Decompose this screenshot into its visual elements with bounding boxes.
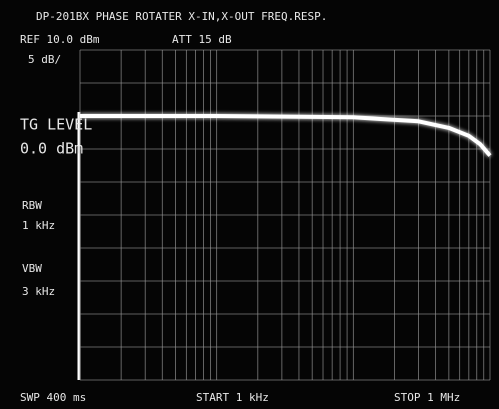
annotation: VBW xyxy=(22,262,42,275)
analyzer-screen: DP-201BX PHASE ROTATER X-IN,X-OUT FREQ.R… xyxy=(0,0,499,409)
trace xyxy=(80,116,490,156)
annotation: REF 10.0 dBm xyxy=(20,33,100,46)
annotation: STOP 1 MHz xyxy=(394,391,460,404)
annotation: ATT 15 dB xyxy=(172,33,232,46)
annotation: SWP 400 ms xyxy=(20,391,86,404)
annotation: 0.0 dBm xyxy=(20,140,83,158)
annotation: 3 kHz xyxy=(22,285,55,298)
annotation: TG LEVEL xyxy=(20,116,92,134)
chart-title: DP-201BX PHASE ROTATER X-IN,X-OUT FREQ.R… xyxy=(36,10,327,23)
annotation: 1 kHz xyxy=(22,219,55,232)
annotation: 5 dB/ xyxy=(28,53,61,66)
annotation: START 1 kHz xyxy=(196,391,269,404)
annotation: RBW xyxy=(22,199,42,212)
